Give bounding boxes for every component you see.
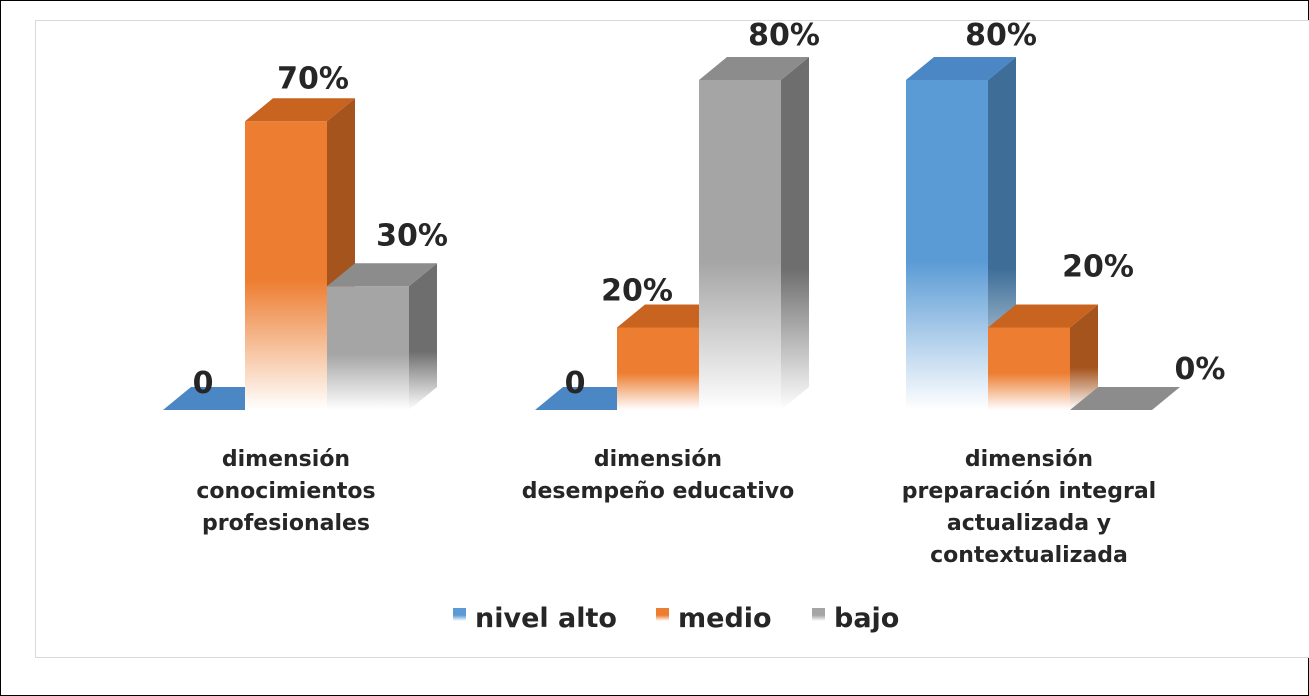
bar-front (327, 286, 409, 410)
legend-label: medio (678, 603, 772, 634)
bar-front (988, 327, 1070, 410)
category-label: desempeño educativo (522, 479, 794, 504)
data-label: 80% (965, 18, 1037, 53)
bar-top (988, 304, 1098, 328)
category-label: contextualizada (930, 543, 1128, 568)
bar-2-2 (1070, 387, 1180, 410)
bar-top (327, 263, 437, 287)
legend-label: nivel alto (475, 603, 617, 634)
category-labels-group: dimensión conocimientos profesionales dimen… (196, 447, 1156, 568)
category-label: dimensión (222, 447, 350, 472)
legend-label: bajo (834, 603, 899, 634)
data-label: 20% (1062, 250, 1134, 285)
data-label: 20% (601, 274, 673, 309)
category-label: dimensión (594, 447, 722, 472)
data-label: 0% (1175, 352, 1226, 387)
bar-front (906, 80, 988, 410)
bar-front (699, 80, 781, 410)
bar-2-1 (988, 304, 1098, 410)
bar-top (906, 57, 1016, 80)
bar-0-2 (327, 263, 437, 410)
data-label: 80% (748, 18, 820, 53)
legend-swatch (656, 608, 669, 621)
category-label: preparación integral (902, 479, 1156, 504)
legend-swatch (812, 608, 825, 621)
category-label: profesionales (202, 511, 370, 536)
category-label: actualizada y (947, 511, 1111, 536)
bar-side (781, 57, 809, 410)
data-labels-group: 0 70% 30% 0 20% 80% 80% 20% 0% (193, 18, 1226, 401)
bar-top (245, 98, 355, 122)
bar-top (699, 57, 809, 80)
bar-side (1070, 304, 1098, 410)
legend-item-0: nivel alto (453, 603, 617, 634)
legend-swatch (453, 608, 466, 621)
bar-top (1070, 387, 1180, 410)
bars-group (163, 57, 1180, 410)
data-label: 70% (277, 61, 349, 96)
bar-1-2 (699, 57, 809, 410)
bar-front (245, 121, 327, 410)
bar-side (409, 263, 437, 410)
category-label: conocimientos (196, 479, 375, 504)
data-label: 0 (193, 366, 214, 401)
category-label: dimensión (965, 447, 1093, 472)
data-label: 0 (565, 366, 586, 401)
bar-front (617, 327, 699, 410)
data-label: 30% (376, 218, 448, 253)
legend-item-1: medio (656, 603, 772, 634)
legend: nivel alto medio bajo (453, 603, 899, 634)
legend-item-2: bajo (812, 603, 899, 634)
